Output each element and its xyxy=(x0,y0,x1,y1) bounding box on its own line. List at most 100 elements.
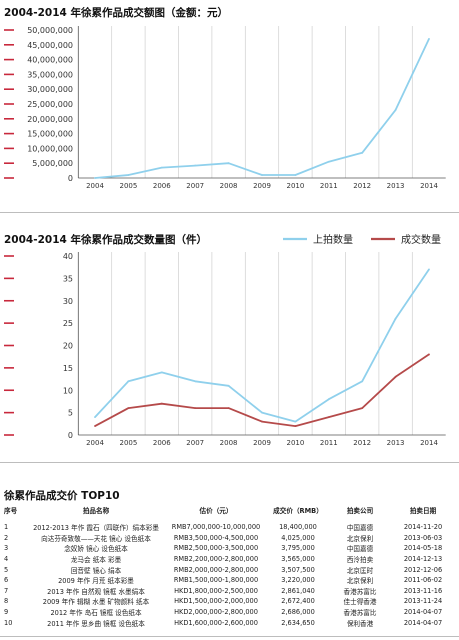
table-cell: 2012 年作 岛石 镜框 设色纸本 xyxy=(50,609,142,618)
table-row: 6 2009 年作 月荒 纸本彩墨 RMB1,500,000-1,800,000 3,… xyxy=(4,575,456,586)
table-cell: 8 xyxy=(4,597,9,606)
table-cell: RMB2,200,000-2,800,000 xyxy=(173,555,259,564)
y-tick-label: 45,000,000 xyxy=(27,41,73,50)
y-tick-label: 40 xyxy=(63,252,73,261)
data-point xyxy=(394,317,397,320)
chart1-title: 2004-2014 年徐累作品成交额图（金额：元） xyxy=(4,7,228,19)
table-cell: HKD1,500,000-2,000,000 xyxy=(174,597,258,606)
x-tick-label: 2013 xyxy=(387,439,405,447)
x-tick-label: 2007 xyxy=(186,182,204,190)
x-tick-label: 2009 xyxy=(253,182,271,190)
x-tick-label: 2014 xyxy=(420,182,438,190)
table-cell: 2009 年作 辑糊 水墨 矿物颜料 纸本 xyxy=(42,598,150,607)
x-tick-label: 2012 xyxy=(353,182,371,190)
table-cell: 10 xyxy=(4,618,13,627)
chart2-svg: 0 5 10 15 20 25 30 35 40 2004 2005 2006 2007 2008 2009… xyxy=(4,233,446,447)
data-point xyxy=(160,166,163,169)
column-header: 序号 xyxy=(4,507,18,515)
section-divider xyxy=(0,212,459,213)
y-tick-label: 35 xyxy=(63,274,73,283)
y-tick-label: 15,000,000 xyxy=(27,130,73,139)
y-tick-label: 20,000,000 xyxy=(27,115,73,124)
table-cell: 北京保利 xyxy=(346,534,374,543)
y-tick-label: 15 xyxy=(63,364,73,373)
data-point xyxy=(227,162,230,165)
x-tick-label: 2005 xyxy=(119,439,137,447)
x-tick-label: 2009 xyxy=(253,439,271,447)
table-cell: RMB7,000,000-10,000,000 xyxy=(171,523,261,532)
table-header-row: 序号 拍品名称 估价（元） 成交价（RMB） 拍卖公司 拍卖日期 xyxy=(4,505,456,522)
table-cell: 念奴娇 镜心 设色纸本 xyxy=(64,545,128,554)
table-row: 3 念奴娇 镜心 设色纸本 RMB2,500,000-3,500,000 3,795,… xyxy=(4,543,456,554)
data-point xyxy=(327,416,330,418)
y-tick-label: 35,000,000 xyxy=(27,70,73,79)
x-tick-label: 2011 xyxy=(320,182,338,190)
y-tick-label: 30 xyxy=(63,297,73,306)
table-cell: RMB2,000,000-2,800,000 xyxy=(173,565,259,574)
y-tick-label: 10,000,000 xyxy=(27,144,73,153)
y-tick-label: 30,000,000 xyxy=(27,85,73,94)
table-cell: 2,672,400 xyxy=(281,597,315,606)
data-point xyxy=(160,371,163,374)
y-tick-label: 0 xyxy=(68,174,73,183)
table-cell: 2 xyxy=(4,533,9,542)
table-row: 8 2009 年作 辑糊 水墨 矿物颜料 纸本 HKD1,500,000-2,000… xyxy=(4,596,456,607)
table-cell: HKD1,600,000-2,600,000 xyxy=(174,618,258,627)
table-cell: 2014-05-18 xyxy=(403,544,443,553)
table-row: 4 龙马会 纸本 彩墨 RMB2,200,000-2,800,000 3,565,00… xyxy=(4,554,456,565)
table-cell: 2,634,650 xyxy=(281,618,315,627)
x-tick-label: 2010 xyxy=(286,182,304,190)
table-row: 7 2013 年作 自然观 镜框 水墨绢本 HKD1,800,000-2,500,0… xyxy=(4,586,456,597)
table-cell: 2012-12-06 xyxy=(403,565,443,574)
table-cell: 2009 年作 月荒 纸本彩墨 xyxy=(58,577,134,586)
table-cell: RMB3,500,000-4,500,000 xyxy=(173,533,259,542)
table-cell: 4,025,000 xyxy=(281,533,315,542)
x-tick-label: 2008 xyxy=(220,439,238,447)
y-tick-label: 50,000,000 xyxy=(27,26,73,35)
data-point xyxy=(127,174,130,176)
table-row: 1 2012-2013 年作 霞石（四联作）绢本彩墨 RMB7,000,000-10… xyxy=(4,522,456,533)
table-cell: 3,795,000 xyxy=(281,544,315,553)
column-header: 拍卖日期 xyxy=(409,507,437,515)
section-divider xyxy=(0,462,459,463)
table-cell: 回音壁 镜心 绢本 xyxy=(70,566,122,575)
table-cell: 3,565,000 xyxy=(281,555,315,564)
table-cell: 5 xyxy=(4,565,9,574)
data-point xyxy=(294,425,297,427)
table-cell: 6 xyxy=(4,576,9,585)
data-point xyxy=(94,425,96,427)
chart1-svg: 0 5,000,000 10,000,000 15,000,000 20,000,000… xyxy=(4,26,446,190)
data-point xyxy=(428,268,430,271)
column-header: 拍卖公司 xyxy=(346,507,374,515)
x-tick-label: 2012 xyxy=(353,439,371,447)
table-cell: 2012-2013 年作 霞石（四联作）绢本彩墨 xyxy=(33,524,159,533)
data-point xyxy=(327,160,330,163)
table-cell: 佳士得香港 xyxy=(343,598,377,607)
table-cell: 中国嘉德 xyxy=(346,545,374,554)
data-point xyxy=(94,416,96,418)
data-point xyxy=(361,407,364,410)
table-cell: 2013-11-24 xyxy=(403,597,443,606)
y-tick-label: 20 xyxy=(63,342,73,351)
x-tick-label: 2013 xyxy=(387,182,405,190)
y-tick-label: 0 xyxy=(68,431,73,440)
x-tick-label: 2007 xyxy=(186,439,204,447)
legend-label: 上拍数量 xyxy=(313,233,353,246)
data-point xyxy=(294,174,297,176)
y-tick-label: 25 xyxy=(63,319,73,328)
data-point xyxy=(361,151,364,154)
data-point xyxy=(394,109,397,111)
chart2-title: 2004-2014 年徐累作品成交数量图（件） xyxy=(4,234,207,246)
table-cell: 保利香港 xyxy=(346,619,374,628)
column-header: 成交价（RMB） xyxy=(273,507,323,515)
data-point xyxy=(94,177,96,179)
x-tick-label: 2004 xyxy=(86,182,104,190)
table-cell: 2014-04-07 xyxy=(403,608,443,617)
table-cell: RMB2,500,000-3,500,000 xyxy=(173,544,259,553)
table-cell: 香港苏富比 xyxy=(343,609,377,618)
table-cell: HKD2,000,000-2,800,000 xyxy=(174,608,258,617)
data-point xyxy=(261,174,263,176)
top10-table: 序号 拍品名称 估价（元） 成交价（RMB） 拍卖公司 拍卖日期 1 2012-2… xyxy=(4,505,456,628)
data-point xyxy=(227,407,230,410)
table-cell: 2011 年作 思乡曲 镜框 设色纸本 xyxy=(47,619,145,628)
